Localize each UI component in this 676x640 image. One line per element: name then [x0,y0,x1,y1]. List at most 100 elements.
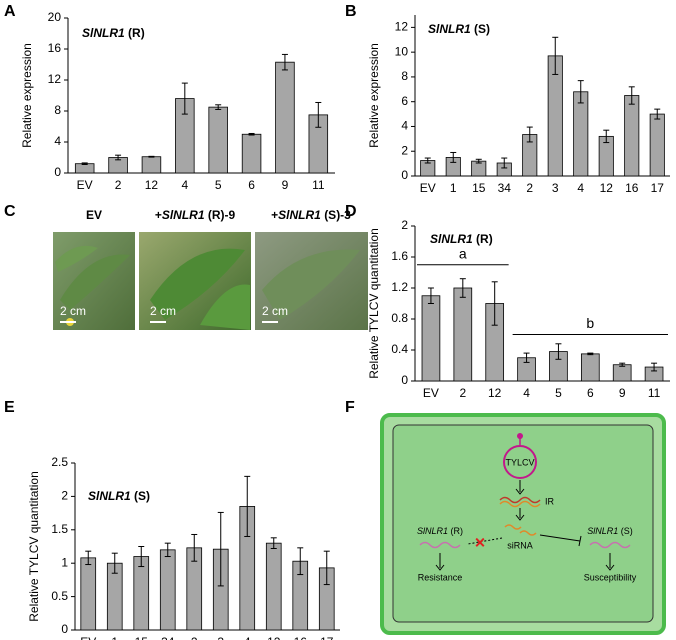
y-tick-label: 12 [48,72,62,86]
photo-label: +SlNLR1 (S)-3 [271,208,351,222]
error-bar [191,533,198,562]
ir-label: IR [545,496,555,506]
error-bar [215,104,222,110]
error-bar [244,475,251,537]
ir-rna [499,496,541,504]
error-bar [603,129,610,144]
x-tick-label: 17 [651,181,665,195]
error-bar [115,154,122,161]
y-tick-label: 1.6 [391,249,408,263]
x-tick-label: 6 [587,386,594,400]
x-tick-label: EV [77,178,93,192]
error-bar [459,278,466,298]
bar [241,133,262,174]
chart-title: SlNLR1 (R) [430,232,493,246]
x-tick-label: 12 [488,386,502,400]
x-tick-label: 15 [472,181,486,195]
x-tick-label: 11 [312,178,325,192]
chart-title: SlNLR1 (R) [82,26,145,40]
error-bar [281,53,288,71]
error-bar [491,281,498,326]
virus-label: TYLCV [505,457,534,467]
error-bar [587,352,594,356]
panel-letter: D [345,203,357,220]
x-tick-label: EV [420,181,436,195]
panel-letter: C [4,203,16,220]
inhibit-line [539,534,581,542]
x-tick-label: 5 [215,178,222,192]
y-tick-label: 0.4 [391,342,408,356]
error-bar [619,362,626,367]
panel-letter: F [345,399,355,416]
error-bar [248,132,255,136]
x-tick-label: EV [80,635,96,640]
y-tick-label: 0 [61,622,68,636]
bar [159,549,176,631]
x-tick-label: 2 [459,386,466,400]
x-tick-label: 9 [619,386,626,400]
x-tick-label: 4 [244,635,251,640]
diagram: TYLCV IR siRNA SlNLR1 (R) ✕ SlNLR1 (S) R… [380,413,666,635]
y-tick-label: 6 [401,94,408,108]
x-tick-label: 4 [577,181,584,195]
blocked-arrow [467,537,503,545]
x-tick-label: 3 [217,635,224,640]
y-tick-label: 1.5 [51,522,68,536]
arrowhead [515,488,525,495]
x-tick-label: 12 [267,635,281,640]
y-tick-label: 20 [48,10,62,24]
leaf [55,245,98,272]
y-tick-label: 0 [401,373,408,387]
bar [649,113,665,177]
y-tick-label: 4 [54,134,61,148]
photo-label: EV [86,208,102,222]
error-bar [628,86,635,105]
bar [453,287,473,382]
error-bar [164,542,171,558]
leaf [150,248,245,320]
x-tick-label: 1 [111,635,118,640]
title-variant: (S) [134,489,150,503]
y-axis-label: Relative expression [20,43,34,148]
group-label: b [586,315,594,331]
error-bar [315,101,322,128]
y-tick-label: 12 [395,20,409,34]
s-transcript [589,541,631,549]
error-bar [270,537,277,550]
error-bar [181,82,188,115]
error-bar [297,547,304,576]
y-tick-label: 0.5 [51,589,68,603]
bar [624,95,640,177]
y-tick-label: 1 [61,555,68,569]
error-bar [523,352,530,363]
y-tick-label: 1.2 [391,280,408,294]
error-bar [501,157,508,169]
title-gene: SlNLR1 [82,26,125,40]
error-bar [427,287,434,304]
y-tick-label: 2 [401,218,408,232]
bar [612,364,632,382]
arrowhead [435,564,445,571]
bar [580,353,600,382]
panel-letter: E [4,399,15,416]
gene-label: SlNLR1 (S) [587,526,633,536]
error-bar [323,550,330,586]
chart-title: SlNLR1 (S) [428,22,490,36]
x-tick-label: 5 [555,386,562,400]
bar [133,556,150,631]
error-bar [475,158,482,164]
bar [141,156,162,174]
x-tick-label: 34 [498,181,512,195]
error-bar [526,126,533,143]
scale-label: 2 cm [262,304,288,318]
error-bar [111,552,118,574]
x-tick-label: 16 [625,181,639,195]
title-gene: SlNLR1 [430,232,473,246]
x-tick-label: 12 [145,178,159,192]
x-tick-label: 2 [526,181,533,195]
y-tick-label: 2 [61,489,68,503]
bar [275,61,295,174]
leaf [60,254,130,310]
bar [80,557,97,631]
